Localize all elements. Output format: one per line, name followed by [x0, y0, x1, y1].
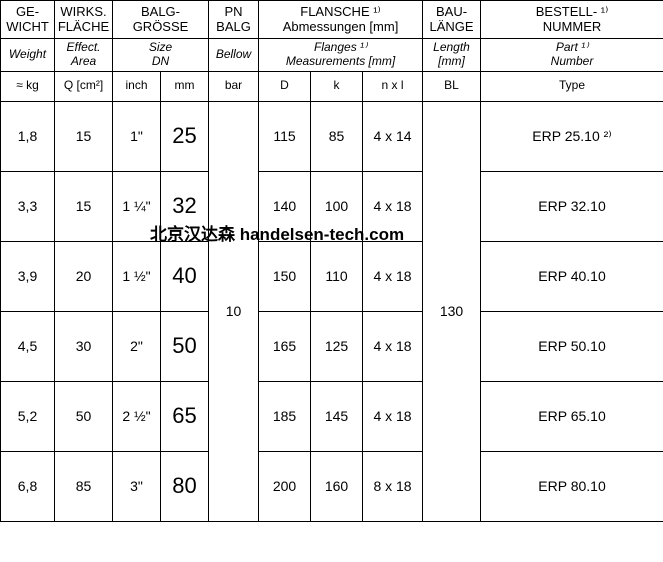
cell-inch: 1 ¼": [113, 171, 161, 241]
cell-k: 160: [311, 451, 363, 521]
cell-mm: 25: [161, 101, 209, 171]
cell-k: 110: [311, 241, 363, 311]
cell-number: ERP 50.10: [481, 311, 663, 381]
cell-inch: 2": [113, 311, 161, 381]
col-weight-de: GE-WICHT: [1, 1, 55, 39]
col-flange-nxl: n x l: [363, 71, 423, 101]
cell-number: ERP 80.10: [481, 451, 663, 521]
col-length-de: BAU-LÄNGE: [423, 1, 481, 39]
table-row: 3,3151 ¼"32 1401004 x 18 ERP 32.10: [1, 171, 663, 241]
col-number-unit: Type: [481, 71, 663, 101]
cell-area: 15: [55, 171, 113, 241]
cell-area: 85: [55, 451, 113, 521]
cell-D: 115: [259, 101, 311, 171]
cell-D: 150: [259, 241, 311, 311]
cell-nxl: 4 x 18: [363, 171, 423, 241]
col-number-de: BESTELL- ¹⁾NUMMER: [481, 1, 663, 39]
table-row: 4,5302"50 1651254 x 18 ERP 50.10: [1, 311, 663, 381]
cell-mm: 40: [161, 241, 209, 311]
table-row: 5,2502 ½"65 1851454 x 18 ERP 65.10: [1, 381, 663, 451]
cell-inch: 3": [113, 451, 161, 521]
table-row: 1,8151"2510115854 x 14130ERP 25.10 ²⁾: [1, 101, 663, 171]
cell-area: 30: [55, 311, 113, 381]
cell-nxl: 4 x 18: [363, 381, 423, 451]
cell-D: 165: [259, 311, 311, 381]
cell-mm: 50: [161, 311, 209, 381]
cell-area: 50: [55, 381, 113, 451]
spec-table: GE-WICHT WIRKS.FLÄCHE BALG-GRÖSSE PNBALG…: [0, 0, 663, 522]
cell-inch: 2 ½": [113, 381, 161, 451]
col-weight-en: Weight: [1, 39, 55, 72]
col-pn-de: PNBALG: [209, 1, 259, 39]
cell-inch: 1": [113, 101, 161, 171]
col-size-de: BALG-GRÖSSE: [113, 1, 209, 39]
col-flange-de: FLANSCHE ¹⁾Abmessungen [mm]: [259, 1, 423, 39]
cell-k: 145: [311, 381, 363, 451]
cell-mm: 65: [161, 381, 209, 451]
col-pn-unit: bar: [209, 71, 259, 101]
cell-nxl: 4 x 18: [363, 311, 423, 381]
cell-k: 100: [311, 171, 363, 241]
cell-weight: 3,3: [1, 171, 55, 241]
cell-weight: 5,2: [1, 381, 55, 451]
cell-mm: 80: [161, 451, 209, 521]
cell-weight: 3,9: [1, 241, 55, 311]
table-wrapper: { "columns": { "widths": [54, 58, 48, 48…: [0, 0, 663, 522]
col-number-en: Part ¹⁾Number: [481, 39, 663, 72]
col-size-en: SizeDN: [113, 39, 209, 72]
table-body: 1,8151"2510115854 x 14130ERP 25.10 ²⁾3,3…: [1, 101, 663, 521]
col-pn-en: Bellow: [209, 39, 259, 72]
cell-mm: 32: [161, 171, 209, 241]
col-area-en: Effect.Area: [55, 39, 113, 72]
col-size-mm: mm: [161, 71, 209, 101]
cell-D: 140: [259, 171, 311, 241]
col-flange-k: k: [311, 71, 363, 101]
cell-k: 125: [311, 311, 363, 381]
col-flange-D: D: [259, 71, 311, 101]
cell-weight: 1,8: [1, 101, 55, 171]
col-weight-unit: ≈ kg: [1, 71, 55, 101]
col-length-en: Length[mm]: [423, 39, 481, 72]
col-flange-en: Flanges ¹⁾Measurements [mm]: [259, 39, 423, 72]
cell-inch: 1 ½": [113, 241, 161, 311]
cell-weight: 6,8: [1, 451, 55, 521]
cell-weight: 4,5: [1, 311, 55, 381]
col-size-inch: inch: [113, 71, 161, 101]
col-area-de: WIRKS.FLÄCHE: [55, 1, 113, 39]
col-area-unit: Q [cm²]: [55, 71, 113, 101]
table-row: 3,9201 ½"40 1501104 x 18 ERP 40.10: [1, 241, 663, 311]
cell-pn: 10: [209, 101, 259, 521]
cell-number: ERP 65.10: [481, 381, 663, 451]
cell-number: ERP 40.10: [481, 241, 663, 311]
cell-nxl: 4 x 18: [363, 241, 423, 311]
cell-area: 20: [55, 241, 113, 311]
cell-number: ERP 25.10 ²⁾: [481, 101, 663, 171]
cell-length: 130: [423, 101, 481, 521]
cell-k: 85: [311, 101, 363, 171]
cell-nxl: 8 x 18: [363, 451, 423, 521]
cell-D: 200: [259, 451, 311, 521]
cell-D: 185: [259, 381, 311, 451]
col-length-unit: BL: [423, 71, 481, 101]
table-row: 6,8853"80 2001608 x 18 ERP 80.10: [1, 451, 663, 521]
cell-number: ERP 32.10: [481, 171, 663, 241]
cell-area: 15: [55, 101, 113, 171]
cell-nxl: 4 x 14: [363, 101, 423, 171]
